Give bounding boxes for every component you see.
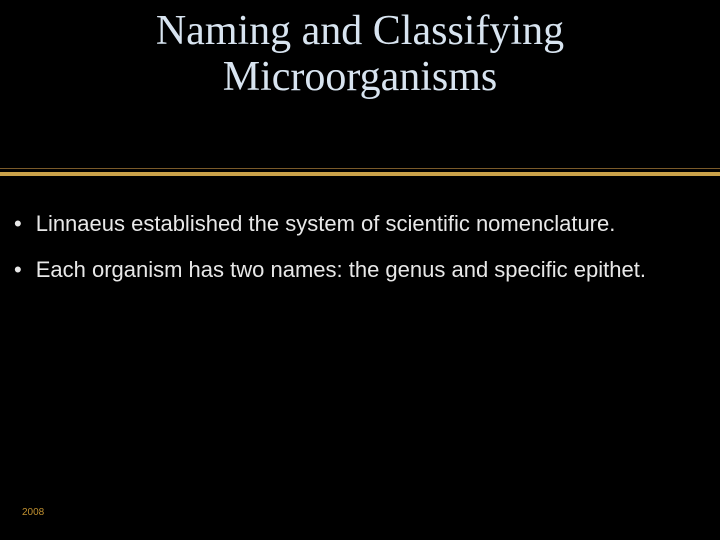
title-line-2: Microorganisms xyxy=(223,54,498,100)
bullet-icon: • xyxy=(14,256,22,284)
title-line-1: Naming and Classifying xyxy=(156,8,564,54)
list-item: • Linnaeus established the system of sci… xyxy=(14,210,690,238)
slide-title: Naming and Classifying Microorganisms xyxy=(0,8,720,100)
list-item: • Each organism has two names: the genus… xyxy=(14,256,690,284)
bullet-icon: • xyxy=(14,210,22,238)
title-block: Naming and Classifying Microorganisms xyxy=(0,0,720,100)
divider-thick xyxy=(0,172,720,176)
bullet-text: Linnaeus established the system of scien… xyxy=(36,210,616,238)
divider-thin xyxy=(0,168,720,169)
footer-year: 2008 xyxy=(22,507,44,518)
divider xyxy=(0,168,720,176)
bullet-text: Each organism has two names: the genus a… xyxy=(36,256,646,284)
content-area: • Linnaeus established the system of sci… xyxy=(14,210,690,302)
